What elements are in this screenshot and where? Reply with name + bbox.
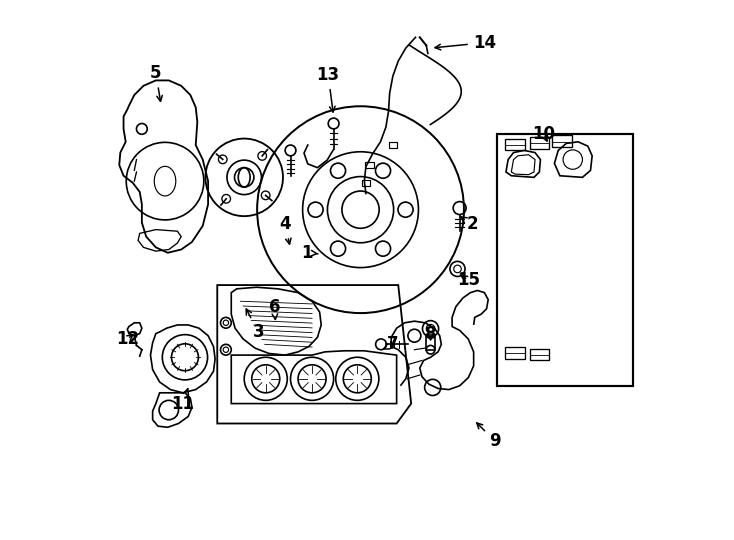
Text: 5: 5	[150, 64, 162, 102]
Text: 1: 1	[301, 244, 318, 262]
Text: 2: 2	[461, 215, 478, 233]
Bar	[362, 179, 370, 186]
Text: 4: 4	[280, 215, 291, 244]
Bar	[506, 347, 525, 359]
Text: 8: 8	[425, 325, 436, 342]
Bar	[426, 335, 435, 350]
Text: 11: 11	[171, 389, 195, 413]
Bar	[506, 139, 525, 151]
Text: 9: 9	[477, 423, 501, 450]
Text: 3: 3	[247, 309, 264, 341]
Text: 13: 13	[316, 66, 340, 112]
Bar	[530, 137, 549, 149]
Text: 15: 15	[457, 271, 480, 289]
Text: 14: 14	[435, 33, 496, 52]
Bar	[498, 134, 633, 386]
Text: 12: 12	[116, 330, 139, 348]
Text: 6: 6	[269, 298, 280, 320]
Text: 10: 10	[532, 125, 555, 143]
Text: 7: 7	[383, 335, 399, 353]
Bar	[366, 162, 374, 168]
Bar	[530, 349, 549, 361]
Bar	[552, 136, 572, 147]
Bar	[388, 142, 397, 149]
